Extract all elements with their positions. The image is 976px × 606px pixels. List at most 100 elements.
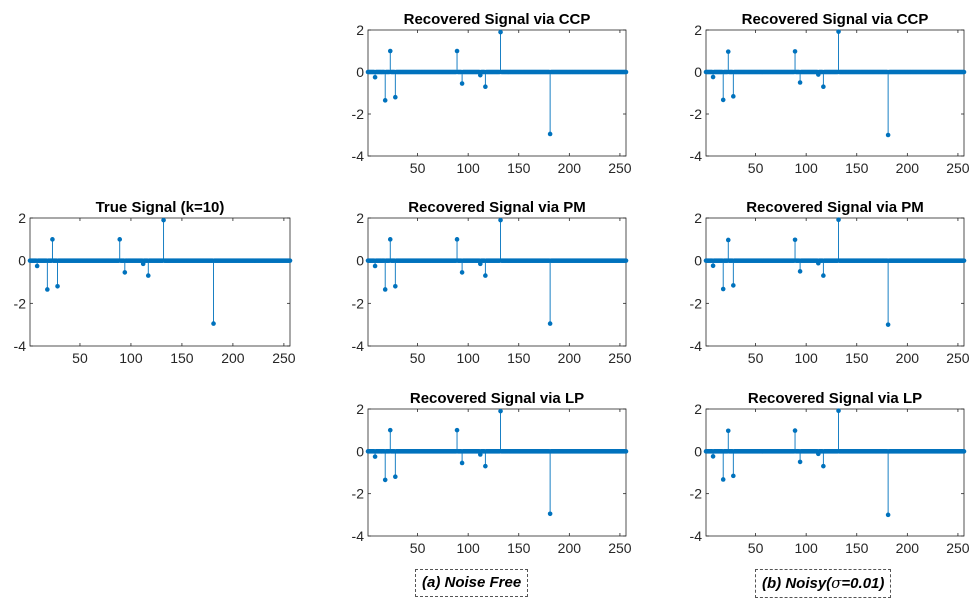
x-tick-label: 100 (456, 540, 480, 556)
x-tick-label: 250 (946, 350, 970, 366)
stem-marker (547, 511, 553, 517)
axes-box (705, 217, 965, 347)
stem-marker (55, 283, 60, 289)
stem-marker (459, 270, 465, 275)
x-tick-label: 100 (794, 540, 818, 556)
stem-marker (387, 237, 393, 242)
y-tick-label: 0 (356, 443, 364, 459)
stem-marker (792, 237, 798, 243)
y-tick-label: 2 (694, 401, 702, 417)
axes-box (367, 408, 627, 537)
x-tick-label: 50 (410, 160, 426, 176)
axes-box (29, 217, 291, 347)
caption-noise-free-text: (a) Noise Free (422, 574, 522, 591)
stem-plot-3: 50 100 150 200 250 2 0 -2 -4 Recovered Signal via… (352, 199, 632, 366)
x-tick-label: 150 (507, 540, 531, 556)
caption-noisy-prefix: (b) Noisy( (762, 575, 832, 592)
stem-marker (45, 287, 50, 292)
y-tick-label: -2 (690, 106, 703, 122)
stem-marker (725, 428, 731, 434)
stem-marker (34, 263, 40, 269)
stem-marker (547, 321, 553, 326)
stem-marker (720, 286, 726, 292)
x-tick-label: 50 (72, 350, 88, 366)
stem-marker (483, 273, 488, 278)
stem-marker (710, 74, 716, 80)
x-tick-label: 100 (794, 160, 818, 176)
x-tick-label: 150 (507, 350, 531, 366)
x-tick-label: 200 (558, 160, 582, 176)
axes-box (705, 29, 965, 157)
stem-plot-2: 50 100 150 200 250 2 0 -2 -4 Recovered Signal via… (352, 11, 632, 176)
y-tick-label: 0 (694, 253, 702, 269)
x-tick-label: 100 (794, 350, 818, 366)
stem-marker (498, 408, 503, 414)
y-tick-label: 0 (694, 443, 702, 459)
zero-marker (961, 258, 967, 263)
stem-marker (483, 463, 488, 469)
x-tick-label: 200 (896, 540, 920, 556)
stem-marker (547, 131, 553, 137)
stem-marker (211, 321, 216, 326)
x-tick-label: 200 (558, 540, 582, 556)
stem-marker (498, 29, 503, 35)
y-tick-label: -4 (352, 528, 365, 544)
x-tick-label: 250 (946, 540, 970, 556)
stem-marker (387, 48, 393, 54)
x-tick-label: 150 (845, 160, 869, 176)
x-tick-label: 150 (845, 350, 869, 366)
y-tick-label: -2 (14, 295, 27, 311)
stem-plot-5: 50 100 150 200 250 2 0 -2 -4 Recovered Signal via… (690, 11, 970, 176)
axes-box (367, 217, 627, 347)
stem-marker (836, 29, 841, 34)
stem-marker (145, 273, 151, 278)
x-tick-label: 200 (896, 160, 920, 176)
stem-marker (459, 81, 465, 86)
x-tick-label: 50 (410, 540, 426, 556)
stem-marker (731, 94, 736, 99)
stem-marker (459, 460, 465, 466)
y-tick-label: 0 (18, 253, 26, 269)
x-tick-label: 50 (748, 540, 764, 556)
chart-title: Recovered Signal via PM (746, 199, 924, 216)
y-tick-label: -4 (352, 338, 365, 354)
caption-noise-free: (a) Noise Free (415, 569, 529, 597)
stem-marker (117, 237, 123, 242)
x-tick-label: 150 (507, 160, 531, 176)
x-tick-label: 250 (608, 540, 632, 556)
chart-title: Recovered Signal via LP (410, 390, 584, 407)
x-tick-label: 200 (221, 350, 245, 366)
stem-marker (792, 49, 798, 54)
stem-marker (122, 270, 128, 275)
stem-marker (710, 263, 716, 269)
stem-marker (797, 459, 803, 465)
stem-marker (885, 132, 891, 138)
stem-marker (797, 269, 803, 274)
x-tick-label: 250 (272, 350, 296, 366)
caption-noisy-suffix: =0.01) (841, 575, 885, 592)
y-tick-label: -2 (352, 486, 365, 502)
stem-marker (454, 237, 460, 242)
x-tick-label: 50 (410, 350, 426, 366)
zero-marker (623, 449, 629, 454)
caption-noisy-symbol: σ (831, 574, 842, 592)
stem-plot-7: 50 100 150 200 250 2 0 -2 -4 Recovered Signal via… (690, 390, 970, 556)
stem-marker (382, 287, 388, 292)
y-tick-label: -4 (690, 338, 703, 354)
y-tick-label: -4 (352, 148, 365, 164)
stem-marker (885, 322, 891, 327)
chart-title: Recovered Signal via CCP (742, 11, 929, 28)
stem-marker (372, 263, 378, 269)
stem-marker (792, 428, 798, 433)
zero-marker (961, 69, 967, 75)
x-tick-label: 50 (748, 350, 764, 366)
caption-noisy: (b) Noisy(σ=0.01) (755, 569, 892, 598)
y-tick-label: 2 (356, 210, 364, 226)
y-tick-label: 2 (18, 210, 26, 226)
stem-marker (720, 97, 726, 103)
y-tick-label: -2 (352, 106, 365, 122)
zero-marker (623, 69, 629, 75)
zero-marker (623, 258, 629, 263)
stem-marker (372, 454, 378, 459)
y-tick-label: 0 (356, 253, 364, 269)
